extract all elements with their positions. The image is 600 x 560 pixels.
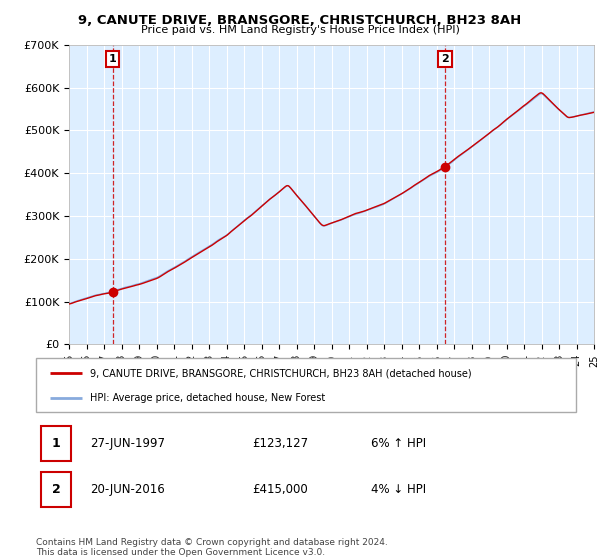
Text: 9, CANUTE DRIVE, BRANSGORE, CHRISTCHURCH, BH23 8AH: 9, CANUTE DRIVE, BRANSGORE, CHRISTCHURCH…: [79, 14, 521, 27]
Text: 2: 2: [52, 483, 61, 496]
Text: 4% ↓ HPI: 4% ↓ HPI: [371, 483, 426, 496]
Text: HPI: Average price, detached house, New Forest: HPI: Average price, detached house, New …: [90, 393, 325, 403]
Text: 20-JUN-2016: 20-JUN-2016: [90, 483, 165, 496]
Text: £123,127: £123,127: [252, 437, 308, 450]
Text: Contains HM Land Registry data © Crown copyright and database right 2024.
This d: Contains HM Land Registry data © Crown c…: [36, 538, 388, 557]
Text: Price paid vs. HM Land Registry's House Price Index (HPI): Price paid vs. HM Land Registry's House …: [140, 25, 460, 35]
FancyBboxPatch shape: [41, 472, 71, 507]
Text: £415,000: £415,000: [252, 483, 308, 496]
Text: 6% ↑ HPI: 6% ↑ HPI: [371, 437, 426, 450]
Text: 1: 1: [52, 437, 61, 450]
FancyBboxPatch shape: [41, 426, 71, 461]
Text: 2: 2: [441, 54, 449, 64]
FancyBboxPatch shape: [36, 358, 576, 412]
Text: 9, CANUTE DRIVE, BRANSGORE, CHRISTCHURCH, BH23 8AH (detached house): 9, CANUTE DRIVE, BRANSGORE, CHRISTCHURCH…: [90, 368, 472, 379]
Text: 27-JUN-1997: 27-JUN-1997: [90, 437, 165, 450]
Text: 1: 1: [109, 54, 116, 64]
